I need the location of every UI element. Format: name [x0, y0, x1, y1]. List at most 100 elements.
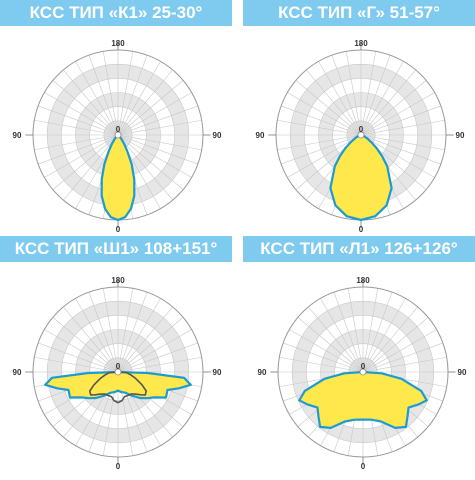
grid-spoke [360, 134, 441, 165]
label-right: 90 [458, 368, 467, 377]
grid-spoke [289, 329, 364, 373]
center-marker [114, 368, 122, 376]
grid-spoke [283, 342, 364, 373]
grid-spoke [117, 92, 192, 136]
grid-spoke [360, 51, 377, 136]
grid-spoke [117, 80, 184, 136]
grid-spoke [117, 61, 161, 136]
grid-spoke [52, 134, 119, 190]
grid-spoke [117, 288, 134, 373]
grid-spoke [360, 105, 441, 136]
grid-spoke [117, 134, 198, 165]
grid-spoke [297, 317, 364, 373]
grid-spoke [333, 292, 364, 373]
label-right: 90 [213, 368, 222, 377]
grid-spoke [281, 105, 362, 136]
chart-panel-g: КСС ТИП «Г» 51-57° 180 0 90 90 0 [243, 0, 475, 238]
light-distribution-curve-secondary [89, 371, 147, 404]
grid-spoke [360, 134, 435, 178]
grid-spoke [34, 134, 119, 151]
label-top: 180 [111, 276, 125, 285]
label-left: 90 [13, 368, 22, 377]
grid-spoke [38, 342, 119, 373]
label-left: 90 [13, 131, 22, 140]
grid-spoke [362, 342, 443, 373]
grid-spoke [117, 51, 134, 136]
grid-spoke [287, 92, 362, 136]
grid-spoke [318, 61, 362, 136]
grid-spoke [360, 80, 427, 136]
label-right: 90 [456, 131, 465, 140]
grid-spoke [117, 292, 148, 373]
chart-panel-l1: КСС ТИП «Л1» 126+126° 180 0 90 90 0 [243, 236, 475, 474]
center-marker [359, 368, 367, 376]
label-top: 180 [356, 276, 370, 285]
grid-spoke [362, 298, 406, 373]
grid-spoke [102, 51, 119, 136]
grid-spoke [362, 356, 447, 373]
polar-chart-l1: 180 0 90 90 0 [258, 276, 467, 471]
grid-spoke [295, 80, 362, 136]
center-marker [114, 131, 122, 139]
grid-spoke [117, 134, 192, 178]
grid-spoke [88, 292, 119, 373]
light-distribution-curve [44, 370, 192, 400]
chart-panel-k1: КСС ТИП «К1» 25-30° 180 0 90 90 0 [0, 0, 232, 238]
grid-spoke [34, 356, 119, 373]
grid-spoke [360, 55, 391, 136]
grid-spoke [34, 119, 119, 136]
chart-title-sh1: КСС ТИП «Ш1» 108+151° [0, 236, 232, 262]
grid-spoke [117, 134, 202, 151]
chart-title-k1: КСС ТИП «К1» 25-30° [0, 0, 232, 26]
grid-spoke [117, 119, 202, 136]
grid-spoke [117, 329, 192, 373]
grid-spoke [360, 119, 445, 136]
grid-spoke [38, 105, 119, 136]
grid-spoke [360, 69, 416, 136]
grid-spoke [306, 69, 362, 136]
chart-title-g: КСС ТИП «Г» 51-57° [243, 0, 475, 26]
center-marker [357, 131, 365, 139]
label-bottom: 0 [359, 225, 364, 234]
light-distribution-curve [298, 370, 428, 429]
grid-spoke [117, 317, 184, 373]
grid-spoke [362, 288, 379, 373]
grid-spoke [117, 105, 198, 136]
grid-spoke [102, 288, 119, 373]
grid-spoke [279, 356, 364, 373]
grid-spoke [44, 92, 119, 136]
grid-spoke [277, 119, 362, 136]
label-top: 180 [111, 39, 125, 48]
label-bottom: 0 [116, 462, 121, 471]
grid-spoke [362, 317, 429, 373]
grid-spoke [88, 55, 119, 136]
chart-panel-sh1: КСС ТИП «Ш1» 108+151° 180 0 90 90 0 [0, 236, 232, 474]
grid-spoke [63, 134, 119, 201]
label-top: 180 [354, 39, 368, 48]
grid-spoke [117, 306, 173, 373]
polar-chart-g: 180 0 90 90 0 [256, 39, 465, 234]
grid-spoke [287, 134, 362, 178]
grid-spoke [52, 80, 119, 136]
grid-spoke [117, 55, 148, 136]
label-center: 0 [116, 362, 121, 371]
light-distribution-curve [329, 133, 393, 222]
grid-spoke [63, 306, 119, 373]
grid-spoke [345, 51, 362, 136]
grid-spoke [360, 61, 404, 136]
grid-spoke [117, 134, 173, 201]
light-distribution-curve [100, 133, 136, 222]
grid-spoke [308, 306, 364, 373]
chart-title-l1: КСС ТИП «Л1» 126+126° [243, 236, 475, 262]
label-center: 0 [116, 125, 121, 134]
grid-spoke [44, 134, 119, 178]
grid-spoke [362, 329, 437, 373]
grid-spoke [38, 134, 119, 165]
polar-chart-sh1: 180 0 90 90 0 [13, 276, 222, 471]
grid-spoke [117, 298, 161, 373]
grid-spoke [331, 55, 362, 136]
grid-spoke [281, 134, 362, 165]
grid-spoke [63, 69, 119, 136]
label-right: 90 [213, 131, 222, 140]
grid-spoke [117, 356, 202, 373]
